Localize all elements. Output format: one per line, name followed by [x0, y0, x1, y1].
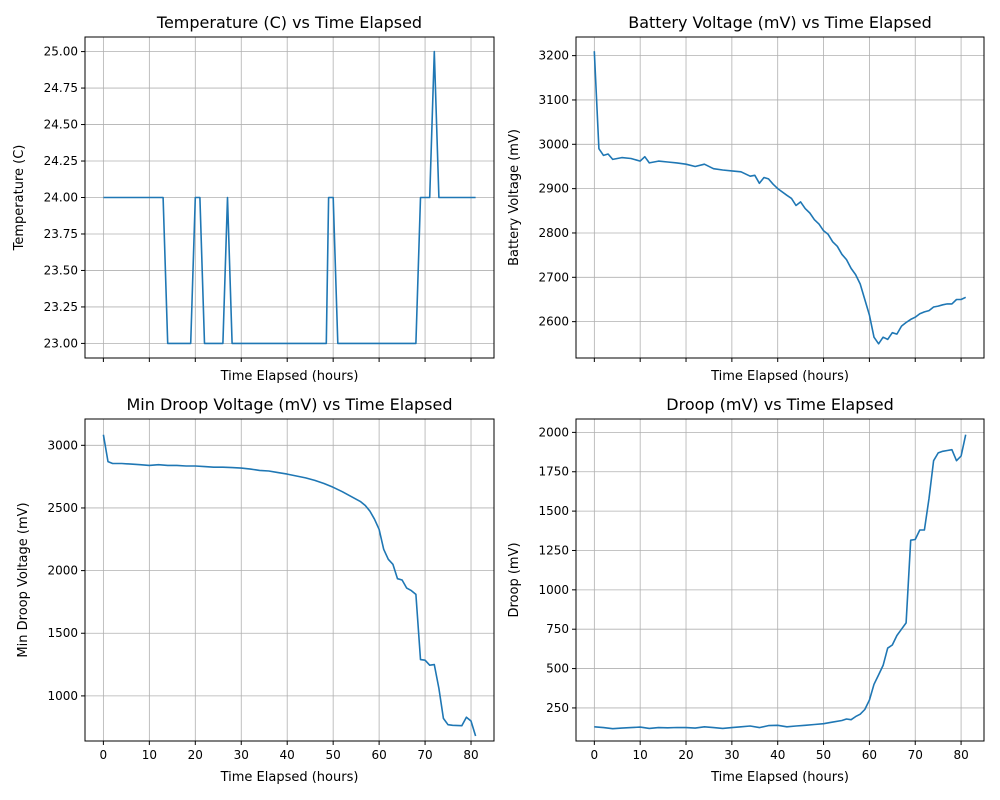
y-tick-label: 3000	[538, 137, 569, 151]
y-tick-label: 2500	[47, 501, 78, 515]
y-tick-label: 250	[546, 701, 569, 715]
y-tick-label: 2000	[47, 564, 78, 578]
x-tick-label: 50	[816, 748, 831, 762]
series-line	[103, 50, 476, 345]
chart-title: Min Droop Voltage (mV) vs Time Elapsed	[126, 395, 452, 414]
plot-frame	[84, 418, 495, 742]
y-tick-label: 23.50	[44, 263, 78, 277]
y-tick-label: 1500	[538, 504, 569, 518]
y-tick-label: 25.00	[44, 45, 78, 59]
chart-title: Temperature (C) vs Time Elapsed	[156, 13, 422, 32]
x-tick-label: 40	[280, 748, 295, 762]
series-line	[102, 434, 477, 737]
subplot-2: 2600 2700 2800 2900 3000 3100 3200 Battery Volt…	[507, 13, 985, 384]
y-tick-label: 3000	[47, 438, 78, 452]
x-axis-label: Time Elapsed (hours)	[710, 770, 849, 785]
y-tick-label: 23.25	[44, 300, 78, 314]
plot-frame	[575, 418, 985, 742]
x-axis-label: Time Elapsed (hours)	[710, 369, 849, 384]
y-tick-label: 23.75	[44, 227, 78, 241]
x-tick-label: 20	[678, 748, 693, 762]
y-tick-label: 1250	[538, 543, 569, 557]
y-tick-label: 3200	[538, 49, 569, 63]
x-tick-label: 0	[100, 748, 108, 762]
x-tick-label: 30	[234, 748, 249, 762]
x-tick-label: 40	[770, 748, 785, 762]
chart-title: Battery Voltage (mV) vs Time Elapsed	[628, 13, 932, 32]
y-axis-label: Battery Voltage (mV)	[507, 129, 522, 266]
y-tick-label: 1750	[538, 465, 569, 479]
y-tick-label: 3100	[538, 93, 569, 107]
plot-frame	[84, 36, 495, 359]
y-axis-label: Min Droop Voltage (mV)	[16, 502, 31, 657]
series-line	[594, 434, 967, 730]
y-tick-label: 24.75	[44, 81, 78, 95]
plot-frame	[575, 36, 985, 359]
subplot-3: 0 10 20 30 40 50 60 70 80 1000 1500 2000 2500 3000 Min…	[16, 395, 495, 785]
series-line	[593, 51, 967, 345]
y-tick-label: 750	[546, 622, 569, 636]
y-tick-label: 1000	[538, 583, 569, 597]
x-tick-label: 80	[463, 748, 478, 762]
y-tick-label: 24.50	[44, 118, 78, 132]
y-tick-label: 500	[546, 662, 569, 676]
y-tick-label: 23.00	[44, 336, 78, 350]
x-tick-label: 30	[724, 748, 739, 762]
y-axis-label: Temperature (C)	[12, 145, 27, 252]
x-tick-label: 50	[326, 748, 341, 762]
y-tick-label: 24.25	[44, 154, 78, 168]
x-tick-label: 60	[862, 748, 877, 762]
x-tick-label: 10	[142, 748, 157, 762]
y-tick-label: 2900	[538, 182, 569, 196]
y-tick-label: 2600	[538, 315, 569, 329]
x-tick-label: 70	[908, 748, 923, 762]
x-tick-label: 80	[953, 748, 968, 762]
chart-title: Droop (mV) vs Time Elapsed	[666, 395, 893, 414]
y-tick-label: 2000	[538, 425, 569, 439]
x-tick-label: 70	[417, 748, 432, 762]
x-tick-label: 10	[633, 748, 648, 762]
y-axis-label: Droop (mV)	[507, 542, 522, 617]
x-axis-label: Time Elapsed (hours)	[220, 770, 359, 785]
y-tick-label: 24.00	[44, 191, 78, 205]
y-tick-label: 1000	[47, 689, 78, 703]
subplot-4: 0 10 20 30 40 50 60 70 80 250 500 750 1000 1250 1500 17…	[507, 395, 985, 785]
subplot-1: 23.00 23.25 23.50 23.75 24.00 24.25 24.50 24.75…	[12, 13, 495, 384]
x-axis-label: Time Elapsed (hours)	[220, 369, 359, 384]
x-tick-label: 0	[591, 748, 599, 762]
x-tick-label: 20	[188, 748, 203, 762]
y-tick-label: 1500	[47, 626, 78, 640]
y-tick-label: 2700	[538, 270, 569, 284]
y-tick-label: 2800	[538, 226, 569, 240]
x-tick-label: 60	[371, 748, 386, 762]
